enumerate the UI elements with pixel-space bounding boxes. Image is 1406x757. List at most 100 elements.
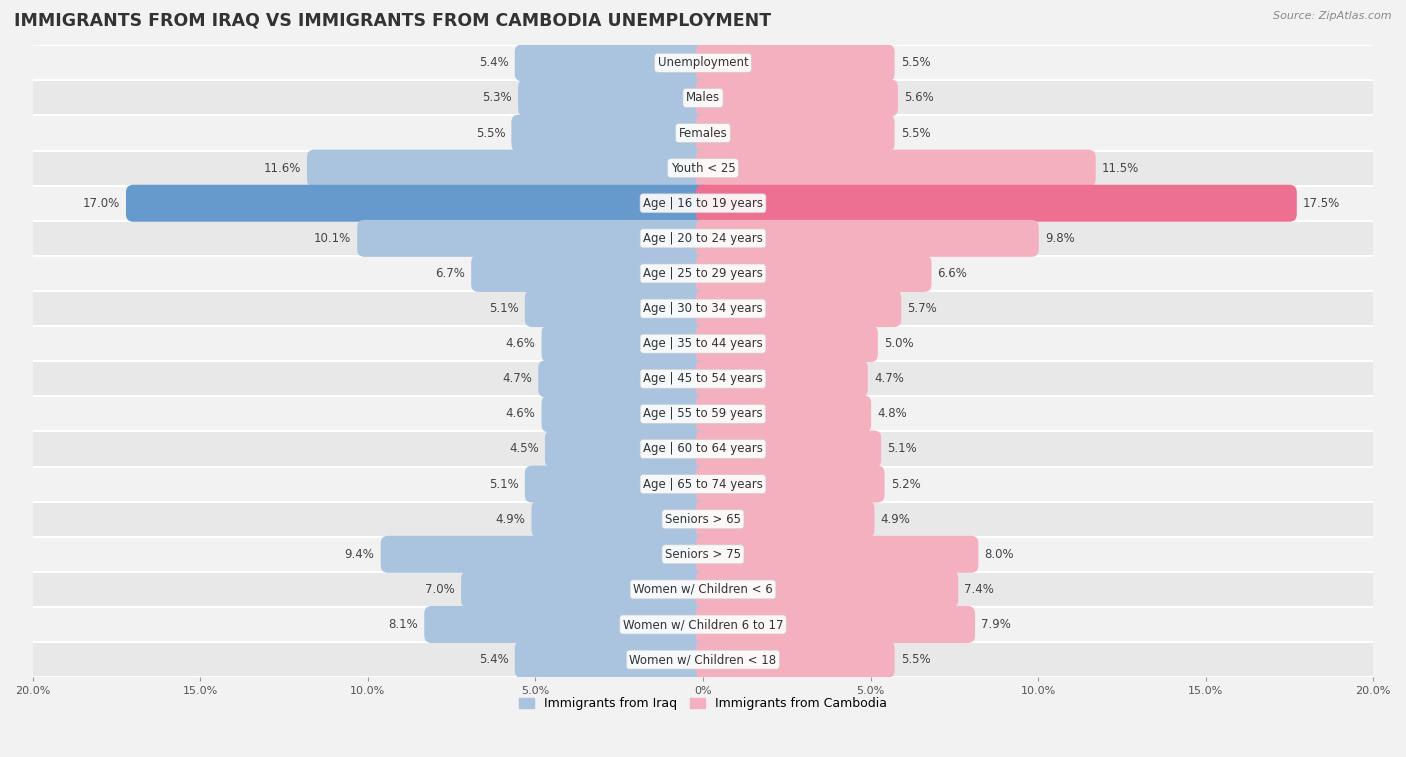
Text: 7.4%: 7.4% xyxy=(965,583,994,596)
Text: 4.6%: 4.6% xyxy=(506,337,536,350)
Text: 8.0%: 8.0% xyxy=(984,548,1014,561)
Text: 5.5%: 5.5% xyxy=(475,126,505,139)
Text: Source: ZipAtlas.com: Source: ZipAtlas.com xyxy=(1274,11,1392,21)
Text: 17.5%: 17.5% xyxy=(1303,197,1340,210)
FancyBboxPatch shape xyxy=(696,255,932,292)
Text: 5.5%: 5.5% xyxy=(901,653,931,666)
Text: 4.5%: 4.5% xyxy=(509,443,538,456)
FancyBboxPatch shape xyxy=(696,606,974,643)
FancyBboxPatch shape xyxy=(517,79,710,117)
Text: 5.5%: 5.5% xyxy=(901,56,931,70)
FancyBboxPatch shape xyxy=(696,466,884,503)
FancyBboxPatch shape xyxy=(381,536,710,573)
Text: 7.9%: 7.9% xyxy=(981,618,1011,631)
Text: 5.1%: 5.1% xyxy=(887,443,917,456)
Text: Age | 25 to 29 years: Age | 25 to 29 years xyxy=(643,267,763,280)
Text: Age | 20 to 24 years: Age | 20 to 24 years xyxy=(643,232,763,245)
FancyBboxPatch shape xyxy=(541,395,710,432)
FancyBboxPatch shape xyxy=(32,256,1374,291)
Text: Seniors > 75: Seniors > 75 xyxy=(665,548,741,561)
Text: Age | 30 to 34 years: Age | 30 to 34 years xyxy=(643,302,763,315)
FancyBboxPatch shape xyxy=(696,500,875,537)
FancyBboxPatch shape xyxy=(32,221,1374,256)
FancyBboxPatch shape xyxy=(32,466,1374,502)
FancyBboxPatch shape xyxy=(538,360,710,397)
Text: Women w/ Children < 6: Women w/ Children < 6 xyxy=(633,583,773,596)
FancyBboxPatch shape xyxy=(696,220,1039,257)
Text: 4.9%: 4.9% xyxy=(880,512,911,525)
Text: 10.1%: 10.1% xyxy=(314,232,352,245)
FancyBboxPatch shape xyxy=(696,431,882,468)
Text: 5.6%: 5.6% xyxy=(904,92,934,104)
FancyBboxPatch shape xyxy=(471,255,710,292)
FancyBboxPatch shape xyxy=(32,607,1374,642)
FancyBboxPatch shape xyxy=(32,397,1374,431)
Text: Age | 65 to 74 years: Age | 65 to 74 years xyxy=(643,478,763,491)
Text: 5.1%: 5.1% xyxy=(489,302,519,315)
FancyBboxPatch shape xyxy=(32,537,1374,572)
Text: 5.3%: 5.3% xyxy=(482,92,512,104)
FancyBboxPatch shape xyxy=(32,116,1374,151)
Text: 5.2%: 5.2% xyxy=(890,478,921,491)
FancyBboxPatch shape xyxy=(357,220,710,257)
FancyBboxPatch shape xyxy=(696,536,979,573)
Legend: Immigrants from Iraq, Immigrants from Cambodia: Immigrants from Iraq, Immigrants from Ca… xyxy=(515,692,891,715)
FancyBboxPatch shape xyxy=(32,502,1374,537)
FancyBboxPatch shape xyxy=(696,114,894,151)
Text: 8.1%: 8.1% xyxy=(388,618,418,631)
Text: 6.6%: 6.6% xyxy=(938,267,967,280)
FancyBboxPatch shape xyxy=(524,290,710,327)
FancyBboxPatch shape xyxy=(696,326,877,362)
Text: 9.4%: 9.4% xyxy=(344,548,374,561)
FancyBboxPatch shape xyxy=(696,185,1296,222)
Text: Youth < 25: Youth < 25 xyxy=(671,162,735,175)
FancyBboxPatch shape xyxy=(461,571,710,608)
Text: 5.4%: 5.4% xyxy=(479,653,509,666)
FancyBboxPatch shape xyxy=(696,150,1095,187)
Text: 4.8%: 4.8% xyxy=(877,407,907,420)
Text: Females: Females xyxy=(679,126,727,139)
FancyBboxPatch shape xyxy=(32,642,1374,678)
FancyBboxPatch shape xyxy=(32,291,1374,326)
Text: Women w/ Children 6 to 17: Women w/ Children 6 to 17 xyxy=(623,618,783,631)
Text: Age | 60 to 64 years: Age | 60 to 64 years xyxy=(643,443,763,456)
FancyBboxPatch shape xyxy=(307,150,710,187)
Text: 4.9%: 4.9% xyxy=(495,512,526,525)
FancyBboxPatch shape xyxy=(32,185,1374,221)
FancyBboxPatch shape xyxy=(32,151,1374,185)
FancyBboxPatch shape xyxy=(696,360,868,397)
Text: 11.5%: 11.5% xyxy=(1102,162,1139,175)
FancyBboxPatch shape xyxy=(32,326,1374,361)
Text: 5.4%: 5.4% xyxy=(479,56,509,70)
Text: Age | 35 to 44 years: Age | 35 to 44 years xyxy=(643,337,763,350)
FancyBboxPatch shape xyxy=(515,45,710,81)
Text: 5.5%: 5.5% xyxy=(901,126,931,139)
Text: 4.6%: 4.6% xyxy=(506,407,536,420)
FancyBboxPatch shape xyxy=(32,45,1374,80)
Text: Age | 16 to 19 years: Age | 16 to 19 years xyxy=(643,197,763,210)
Text: IMMIGRANTS FROM IRAQ VS IMMIGRANTS FROM CAMBODIA UNEMPLOYMENT: IMMIGRANTS FROM IRAQ VS IMMIGRANTS FROM … xyxy=(14,11,770,30)
Text: 5.7%: 5.7% xyxy=(907,302,938,315)
Text: Women w/ Children < 18: Women w/ Children < 18 xyxy=(630,653,776,666)
FancyBboxPatch shape xyxy=(512,114,710,151)
Text: 5.1%: 5.1% xyxy=(489,478,519,491)
FancyBboxPatch shape xyxy=(696,79,898,117)
Text: 9.8%: 9.8% xyxy=(1045,232,1074,245)
FancyBboxPatch shape xyxy=(541,326,710,362)
FancyBboxPatch shape xyxy=(515,641,710,678)
Text: 17.0%: 17.0% xyxy=(83,197,120,210)
Text: Age | 55 to 59 years: Age | 55 to 59 years xyxy=(643,407,763,420)
Text: Age | 45 to 54 years: Age | 45 to 54 years xyxy=(643,372,763,385)
Text: 6.7%: 6.7% xyxy=(436,267,465,280)
Text: Unemployment: Unemployment xyxy=(658,56,748,70)
Text: Seniors > 65: Seniors > 65 xyxy=(665,512,741,525)
FancyBboxPatch shape xyxy=(696,641,894,678)
FancyBboxPatch shape xyxy=(546,431,710,468)
FancyBboxPatch shape xyxy=(524,466,710,503)
FancyBboxPatch shape xyxy=(531,500,710,537)
FancyBboxPatch shape xyxy=(32,80,1374,116)
FancyBboxPatch shape xyxy=(696,571,959,608)
Text: 4.7%: 4.7% xyxy=(502,372,531,385)
Text: 11.6%: 11.6% xyxy=(263,162,301,175)
Text: 7.0%: 7.0% xyxy=(425,583,456,596)
